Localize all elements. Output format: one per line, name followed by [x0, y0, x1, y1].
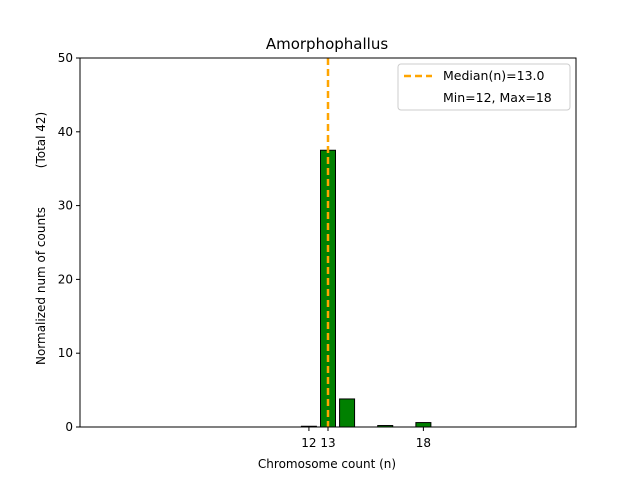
- y-axis-total-label: (Total 42): [34, 112, 48, 168]
- x-tick-label: 12: [301, 436, 316, 450]
- bar-n-18: [415, 422, 432, 428]
- legend-box: [397, 63, 571, 111]
- y-tick-label: 10: [58, 346, 73, 360]
- x-tick-label: 13: [320, 436, 335, 450]
- y-tick-label: 20: [58, 272, 73, 286]
- plot-area: [300, 58, 432, 428]
- y-tick-label: 40: [58, 125, 73, 139]
- chart-title: Amorphophallus: [266, 35, 388, 53]
- y-axis-label: Normalized num of counts: [34, 207, 48, 365]
- y-tick-label: 30: [58, 199, 73, 213]
- y-tick-label: 50: [58, 51, 73, 65]
- legend-median-label: Median(n)=13.0: [443, 68, 544, 83]
- legend: Median(n)=13.0 Min=12, Max=18: [397, 63, 571, 111]
- bar-n-14: [339, 398, 356, 428]
- x-axis-label: Chromosome count (n): [258, 457, 396, 471]
- legend-range-label: Min=12, Max=18: [443, 90, 552, 105]
- x-tick-label: 18: [416, 436, 431, 450]
- y-tick-label: 0: [65, 420, 73, 434]
